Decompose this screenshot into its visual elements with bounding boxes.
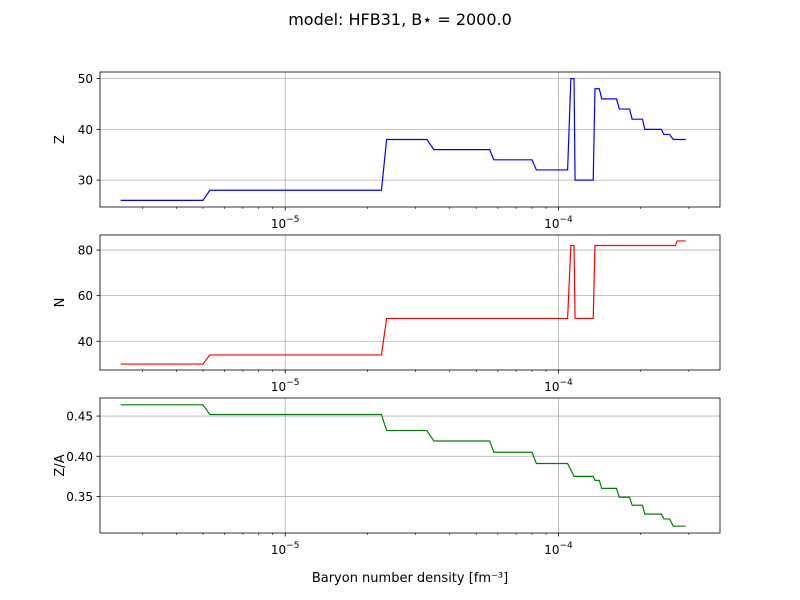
panel-z-over-a: 10−5 10−4 0.35 0.40 0.45 Z/A	[53, 397, 721, 557]
y-tick-label: 60	[78, 289, 93, 303]
series-line-z-over-a	[120, 404, 686, 527]
y-axis-label: N	[53, 298, 68, 308]
y-tick-label: 40	[78, 123, 93, 137]
x-tick-label: 10−4	[544, 541, 573, 557]
series-line-z	[120, 78, 686, 201]
x-tick-label: 10−5	[271, 378, 300, 394]
y-tick-label: 40	[78, 335, 93, 349]
y-axis-label: Z/A	[53, 454, 68, 476]
y-tick-label: 0.40	[66, 450, 93, 464]
chart-title: model: HFB31, B⋆ = 2000.0	[288, 10, 512, 29]
chart-panels: 10−5 10−4 30 40 50 Z 10−5 10−4 40 60 80 N 10−5 10−4 0.…	[53, 71, 721, 557]
panel-z: 10−5 10−4 30 40 50 Z	[53, 71, 721, 231]
y-tick-label: 30	[78, 174, 93, 188]
y-tick-label: 50	[78, 72, 93, 86]
y-tick-label: 80	[78, 244, 93, 258]
plot-frame	[99, 234, 721, 371]
y-tick-label: 0.45	[66, 410, 93, 424]
x-tick-label: 10−4	[544, 378, 573, 394]
x-tick-label: 10−5	[271, 215, 300, 231]
y-axis-label: Z	[53, 135, 68, 144]
plot-frame	[99, 397, 721, 534]
x-tick-label: 10−4	[544, 215, 573, 231]
panel-n: 10−5 10−4 40 60 80 N	[53, 234, 721, 394]
series-line-n	[120, 240, 686, 365]
x-tick-label: 10−5	[271, 541, 300, 557]
y-tick-label: 0.35	[66, 490, 93, 504]
x-axis-label: Baryon number density [fm⁻³]	[312, 571, 508, 586]
plot-frame	[99, 71, 721, 208]
